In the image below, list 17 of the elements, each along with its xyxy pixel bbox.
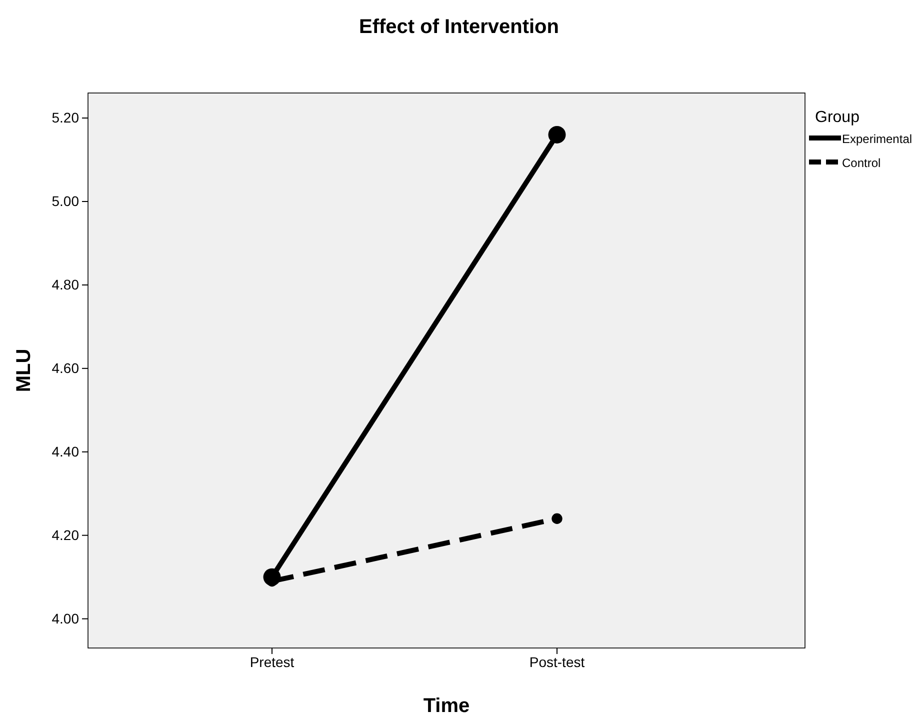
x-tick-label: Post-test — [529, 654, 585, 670]
y-tick-label: 4.60 — [52, 360, 80, 376]
legend-title: Group — [815, 109, 860, 126]
y-tick-label: 4.40 — [52, 443, 80, 460]
point — [548, 126, 566, 144]
y-tick-label: 4.00 — [52, 610, 80, 626]
legend-label: Control — [842, 156, 881, 170]
y-tick-label: 5.00 — [52, 192, 80, 209]
y-axis-title: MLU — [13, 348, 35, 392]
x-tick-label: Pretest — [250, 654, 294, 670]
point — [552, 513, 562, 524]
y-tick-label: 4.20 — [52, 526, 80, 543]
y-tick-label: 4.80 — [52, 276, 80, 292]
x-axis-title: Time — [423, 695, 470, 717]
y-tick-label: 5.20 — [52, 110, 80, 126]
chart-title: Effect of Intervention — [358, 16, 560, 38]
legend-label: Experimental — [842, 132, 912, 146]
